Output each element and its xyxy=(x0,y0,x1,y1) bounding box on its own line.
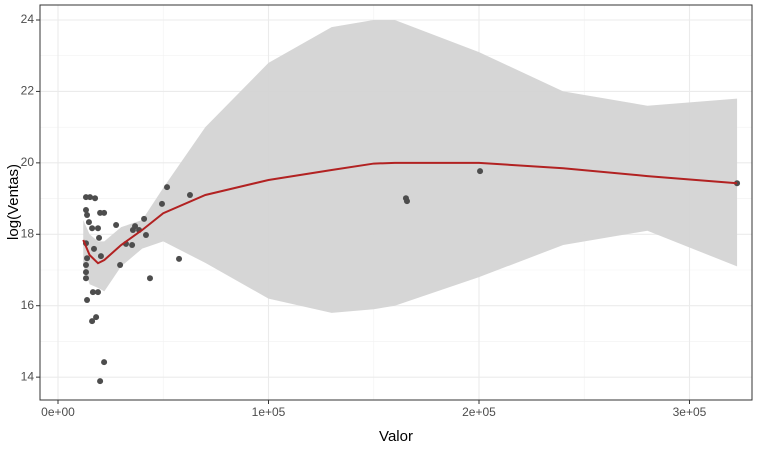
point xyxy=(97,253,104,260)
point xyxy=(113,222,120,228)
point xyxy=(90,245,97,252)
x-tick-label: 3e+05 xyxy=(673,405,707,419)
point xyxy=(141,215,148,222)
y-axis-title: log(Ventas) xyxy=(5,164,22,240)
point xyxy=(164,184,171,191)
point xyxy=(129,242,136,248)
x-tick-label: 0e+00 xyxy=(41,405,75,419)
x-tick-label: 2e+05 xyxy=(462,405,496,419)
point xyxy=(146,275,153,282)
point xyxy=(158,200,165,207)
point xyxy=(85,219,92,226)
y-tick-label: 24 xyxy=(21,12,35,26)
y-tick-label: 14 xyxy=(21,369,35,383)
point xyxy=(142,232,149,238)
y-tick-label: 18 xyxy=(21,226,35,240)
y-tick-label: 16 xyxy=(21,298,35,312)
point xyxy=(82,275,89,282)
point xyxy=(84,297,91,303)
point xyxy=(186,192,193,198)
point xyxy=(82,207,89,213)
point xyxy=(89,289,96,296)
point xyxy=(93,314,100,321)
point xyxy=(97,378,104,385)
point xyxy=(403,198,410,205)
x-tick-label: 1e+05 xyxy=(252,405,286,419)
point xyxy=(101,209,108,216)
point xyxy=(82,262,89,268)
confidence-band xyxy=(83,20,738,313)
point xyxy=(92,195,99,202)
point xyxy=(96,234,103,241)
point xyxy=(89,225,96,232)
point xyxy=(176,255,183,262)
point xyxy=(132,223,139,230)
smooth-line xyxy=(82,161,738,265)
point xyxy=(94,225,101,232)
point xyxy=(94,289,101,296)
panel-border xyxy=(39,4,753,401)
point xyxy=(86,194,93,201)
y-tick-label: 22 xyxy=(21,84,35,98)
x-axis-title: Valor xyxy=(379,428,413,445)
point xyxy=(84,255,91,262)
point xyxy=(89,318,96,325)
y-tick-label: 20 xyxy=(21,155,35,169)
point xyxy=(82,269,89,276)
point xyxy=(101,359,108,366)
point xyxy=(477,168,484,175)
point xyxy=(117,262,124,268)
point xyxy=(84,212,91,218)
